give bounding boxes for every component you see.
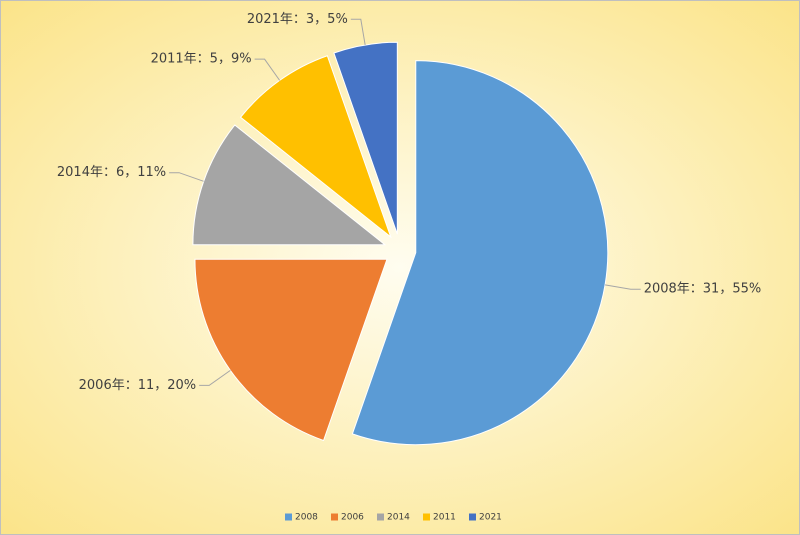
legend-label: 2008 (295, 513, 318, 523)
legend-label: 2014 (387, 513, 410, 523)
leader-line (254, 58, 281, 81)
legend-swatch (469, 513, 476, 521)
legend-swatch (377, 513, 384, 521)
data-label: 2014年：6，11% (57, 165, 166, 180)
legend-swatch (285, 513, 292, 521)
data-label: 2006年：11，20% (79, 378, 197, 393)
data-label: 2021年：3，5% (247, 12, 348, 27)
data-label: 2011年：5，9% (151, 52, 252, 67)
legend-label: 2021 (479, 513, 502, 523)
legend-swatch (423, 513, 430, 521)
pie-slice (239, 55, 392, 239)
leader-line (199, 369, 231, 386)
legend-label: 2011 (433, 513, 456, 523)
legend-swatch (331, 513, 338, 521)
data-label: 2008年：31，55% (644, 282, 762, 297)
leader-line (169, 172, 204, 182)
legend-label: 2006 (341, 513, 364, 523)
leader-line (604, 284, 641, 290)
leader-line (350, 18, 366, 46)
pie-slice (194, 258, 388, 442)
pie-slice (351, 60, 609, 446)
